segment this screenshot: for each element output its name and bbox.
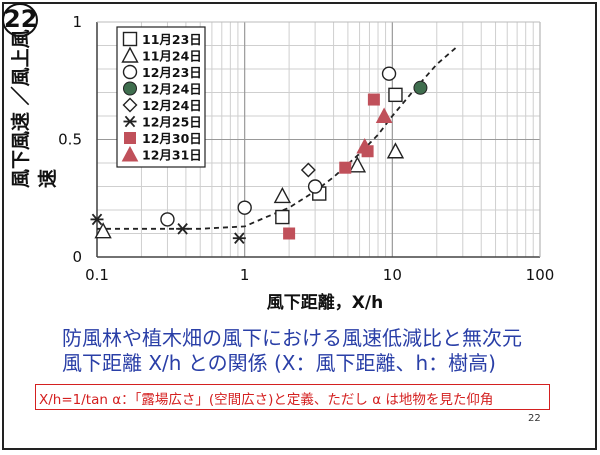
chart-ticks: 0.1 1 10 100 0 0.5 1 bbox=[58, 13, 554, 284]
legend-entry: 12月24日 bbox=[142, 98, 202, 113]
data-point bbox=[388, 87, 403, 103]
y-tick-label: 0 bbox=[72, 248, 82, 266]
data-point bbox=[375, 107, 393, 123]
data-point bbox=[275, 209, 290, 225]
data-point bbox=[176, 223, 190, 235]
data-point bbox=[90, 213, 104, 226]
x-tick-label: 0.1 bbox=[85, 266, 109, 284]
legend-marker bbox=[123, 115, 137, 128]
data-point bbox=[283, 227, 296, 240]
x-axis-label: 風下距離，X/h bbox=[267, 292, 383, 313]
note-box: X/h=1/tan α：「露場広さ」(空間広さ)と定義、ただし α は地物を見た… bbox=[35, 384, 550, 410]
data-point bbox=[413, 80, 428, 95]
caption-line-2: 風下距離 X/h との関係 (X：風下距離、h：樹高) bbox=[62, 351, 496, 375]
legend-entry: 12月30日 bbox=[142, 131, 202, 146]
chart-marks bbox=[90, 66, 428, 244]
note-text: X/h=1/tan α：「露場広さ」(空間広さ)と定義、ただし α は地物を見た… bbox=[39, 392, 494, 408]
legend-entry: 11月24日 bbox=[142, 49, 202, 64]
data-point bbox=[160, 212, 175, 227]
legend-marker bbox=[121, 46, 139, 63]
data-point bbox=[273, 186, 292, 204]
legend-entry: 12月23日 bbox=[142, 65, 202, 80]
data-point bbox=[94, 222, 112, 239]
legend-marker bbox=[122, 31, 138, 47]
data-point bbox=[237, 200, 252, 215]
legend-marker bbox=[122, 97, 138, 113]
legend-marker bbox=[123, 81, 137, 96]
legend-entry: 11月23日 bbox=[142, 32, 202, 47]
y-tick-label: 0.5 bbox=[58, 131, 82, 149]
data-point bbox=[339, 161, 352, 174]
trend-line bbox=[97, 44, 459, 230]
chart-legend: 11月23日11月24日12月23日12月24日12月24日12月25日12月3… bbox=[116, 26, 206, 168]
legend-marker bbox=[121, 145, 139, 162]
chart-axes bbox=[96, 21, 541, 258]
data-point bbox=[348, 156, 367, 173]
y-axis-label: 風下風速 ／風上風速 bbox=[10, 29, 59, 188]
data-point bbox=[386, 142, 405, 159]
page-number: 22 bbox=[528, 413, 541, 424]
data-point bbox=[307, 179, 323, 194]
x-tick-label: 1 bbox=[240, 266, 250, 284]
data-point bbox=[232, 232, 246, 244]
legend-entry: 12月24日 bbox=[142, 82, 202, 97]
x-tick-label: 10 bbox=[383, 266, 402, 284]
data-point bbox=[300, 162, 316, 178]
caption-line-1: 防風林や植木畑の風下における風速低減比と無次元 bbox=[62, 326, 522, 350]
data-point bbox=[381, 66, 397, 81]
slide-number-badge: 22 bbox=[2, 3, 38, 37]
y-tick-label: 1 bbox=[72, 13, 82, 31]
legend-marker bbox=[124, 132, 136, 144]
trend-line-layer bbox=[97, 44, 459, 230]
x-tick-label: 100 bbox=[526, 266, 555, 284]
data-point bbox=[367, 93, 380, 106]
legend-entry: 12月31日 bbox=[142, 148, 202, 163]
legend-marker bbox=[122, 64, 138, 80]
legend-entry: 12月25日 bbox=[142, 115, 202, 130]
data-point bbox=[356, 137, 374, 154]
